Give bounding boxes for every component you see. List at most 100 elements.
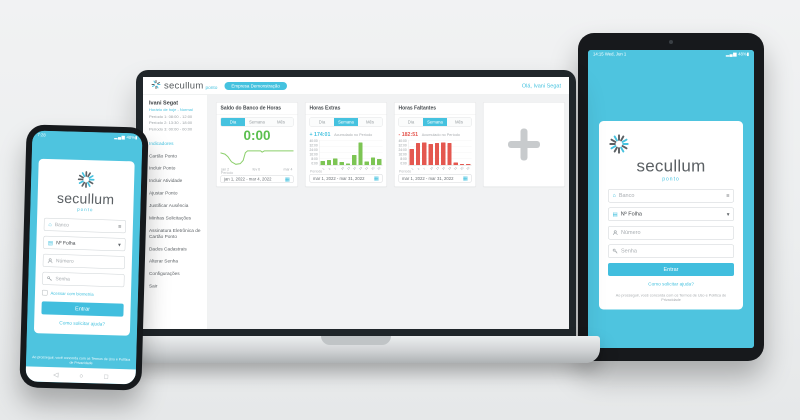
phone-status-icons: ▂▄▆ 48%▮ — [114, 134, 137, 140]
brand-wordmark: secullum — [56, 190, 115, 208]
card-horas-extras: Horas Extras Dia Semana Mês + 174:01 Acu… — [305, 102, 387, 187]
tab-semana[interactable]: Semana — [245, 118, 269, 126]
dashboard-header: secullum ponto Empresa Demonstração Olá,… — [143, 77, 569, 95]
sidebar-schedule-periods: Período 1: 08:00 - 12:00 Período 2: 13:30… — [149, 114, 193, 132]
card-title: Horas Faltantes — [394, 103, 476, 115]
folha-select[interactable]: ▤ Nº Folha ▾ — [43, 236, 126, 252]
extras-value-label: Acumulado no Período — [334, 132, 373, 138]
company-badge[interactable]: Empresa Demonstração — [224, 81, 287, 90]
calendar-icon[interactable]: ▦ — [462, 175, 468, 182]
sidebar-schedule-link[interactable]: Horário de hoje - Normal — [149, 107, 193, 113]
help-link[interactable]: Como solicitar ajuda? — [648, 281, 694, 287]
secullum-logo-icon — [151, 80, 161, 93]
folha-select[interactable]: ▤ Nº Folha ▾ — [608, 207, 734, 221]
period-tabs: Dia Semana Mês — [398, 117, 472, 127]
sheet-icon: ▤ — [47, 239, 54, 247]
tab-mes[interactable]: Mês — [269, 118, 293, 126]
entrar-button[interactable]: Entrar — [608, 262, 734, 276]
senha-field[interactable]: Senha — [42, 272, 125, 288]
chevron-down-icon[interactable]: ▾ — [118, 241, 121, 248]
list-picker-icon[interactable]: ≡ — [118, 223, 122, 230]
person-icon — [612, 230, 619, 236]
plus-icon — [508, 128, 540, 161]
extras-y-labels: 40:00 32:00 24:00 16:00 8:00 0:00 — [309, 139, 318, 166]
faltas-bar-chart: 40:00 32:00 24:00 16:00 8:00 0:00 — [399, 140, 472, 166]
tablet-battery-percent: 48% — [738, 51, 747, 57]
list-picker-icon[interactable]: ≡ — [726, 192, 730, 199]
senha-field[interactable]: Senha — [608, 244, 734, 258]
laptop-screen: secullum ponto Empresa Demonstração Olá,… — [143, 77, 569, 329]
nav-recents-icon[interactable]: □ — [104, 372, 109, 380]
tab-dia[interactable]: Dia — [221, 118, 245, 126]
banco-field[interactable]: ⌂ Banco ≡ — [608, 188, 734, 203]
sidebar-item-minhas-solicitacoes[interactable]: Minhas Solicitações — [149, 215, 191, 221]
chevron-down-icon[interactable]: ▾ — [726, 211, 730, 218]
date-range-picker[interactable]: mar 1, 2022 - mar 31, 2022 ▦ — [309, 174, 383, 183]
laptop-device: secullum ponto Empresa Demonstração Olá,… — [112, 70, 600, 363]
sidebar-item-incluir-ponto[interactable]: Incluir Ponto — [149, 165, 176, 172]
help-link[interactable]: Como solicitar ajuda? — [59, 320, 106, 328]
entrar-button[interactable]: Entrar — [41, 301, 124, 317]
sidebar-item-incluir-atividade[interactable]: Incluir Atividade — [149, 178, 183, 184]
tablet-screen: 14:15 Wed, Jun 1 ▂▄▆ 48%▮ — [588, 50, 754, 348]
laptop-bezel: secullum ponto Empresa Demonstração Olá,… — [136, 70, 576, 336]
sidebar-user-name: Ivani Segat — [149, 100, 179, 106]
saldo-line-chart — [221, 144, 294, 167]
biometria-label: Acessar com biometria — [50, 290, 94, 297]
sidebar-item-justificar-ausencia[interactable]: Justificar Ausência — [149, 203, 189, 209]
secullum-logo-icon — [45, 169, 128, 193]
sheet-icon: ▤ — [612, 211, 618, 218]
sidebar-item-cartao-ponto[interactable]: Cartão Ponto — [149, 153, 177, 159]
key-icon — [612, 248, 619, 254]
bank-icon: ⌂ — [48, 221, 52, 228]
tab-semana[interactable]: Semana — [423, 118, 447, 126]
faltas-bars — [408, 140, 472, 166]
sidebar-item-sair[interactable]: Sair — [149, 283, 158, 290]
nav-back-icon[interactable]: ◁ — [53, 370, 59, 379]
tab-dia[interactable]: Dia — [310, 118, 334, 126]
laptop-base — [112, 336, 600, 363]
user-greeting-link[interactable]: Olá, Ivani Segat — [521, 82, 561, 89]
numero-field[interactable]: Número — [608, 225, 734, 240]
tab-mes[interactable]: Mês — [358, 118, 382, 126]
add-indicator-card[interactable] — [483, 102, 565, 187]
period-field-label: Período — [221, 171, 234, 175]
period-field-label: Período — [399, 170, 412, 174]
brand-wordmark: secullum — [164, 80, 204, 91]
tab-mes[interactable]: Mês — [447, 118, 471, 126]
numero-field[interactable]: Número — [42, 254, 126, 270]
sidebar: Ivani Segat Horário de hoje - Normal Per… — [143, 95, 208, 329]
date-range-picker[interactable]: mar 1, 2022 - mar 31, 2022 ▦ — [398, 174, 472, 183]
sidebar-item-dados-cadastrais[interactable]: Dados Cadastrais — [149, 246, 187, 252]
terms-text: Ao prosseguir, você concorda com os Term… — [615, 292, 727, 303]
sidebar-item-configuracoes[interactable]: Configurações — [149, 271, 180, 277]
checkbox-icon[interactable] — [41, 290, 48, 296]
period-tabs: Dia Semana Mês — [220, 117, 294, 127]
calendar-icon[interactable]: ▦ — [284, 176, 290, 183]
faltas-value-label: Acumulado no Período — [421, 132, 460, 138]
date-range-value: jan 1, 2022 - mar 4, 2022 — [224, 176, 272, 182]
sidebar-item-assinatura-eletronica[interactable]: Assinatura Eletrônica de Cartão Ponto — [149, 227, 201, 240]
date-range-picker[interactable]: jan 1, 2022 - mar 4, 2022 ▦ — [220, 175, 294, 183]
sidebar-item-ajustar-ponto[interactable]: Ajustar Ponto — [149, 190, 178, 197]
sidebar-item-indicadores[interactable]: Indicadores — [149, 140, 174, 147]
tablet-status-icons: ▂▄▆ 48%▮ — [726, 52, 749, 58]
saldo-value: 0:00 — [243, 128, 271, 143]
phone-login-card: secullum ponto ⌂ Banco ≡ ▤ Nº Folha ▾ — [33, 158, 135, 337]
tab-dia[interactable]: Dia — [399, 118, 423, 126]
tab-semana[interactable]: Semana — [334, 118, 358, 126]
extras-value: + 174:01 — [309, 131, 331, 138]
person-icon — [47, 258, 53, 264]
phone-status-bar: 7:28 ▂▄▆ 48%▮ — [32, 131, 142, 141]
tablet-status-bar: 14:15 Wed, Jun 1 ▂▄▆ 48%▮ — [588, 50, 754, 57]
banco-field[interactable]: ⌂ Banco ≡ — [43, 218, 127, 234]
nav-home-icon[interactable]: ○ — [79, 371, 84, 380]
senha-placeholder: Senha — [621, 248, 637, 255]
card-title: Saldo do Banco de Horas — [216, 103, 298, 115]
folha-value: Nº Folha — [620, 211, 642, 218]
sidebar-item-alterar-senha[interactable]: Alterar Senha — [149, 258, 179, 265]
faltas-summary: - 182:51 Acumulado no Período — [395, 129, 476, 140]
calendar-icon[interactable]: ▦ — [373, 175, 379, 182]
brand-product: ponto — [205, 85, 218, 91]
biometria-checkbox-row[interactable]: Acessar com biometria — [41, 290, 124, 298]
